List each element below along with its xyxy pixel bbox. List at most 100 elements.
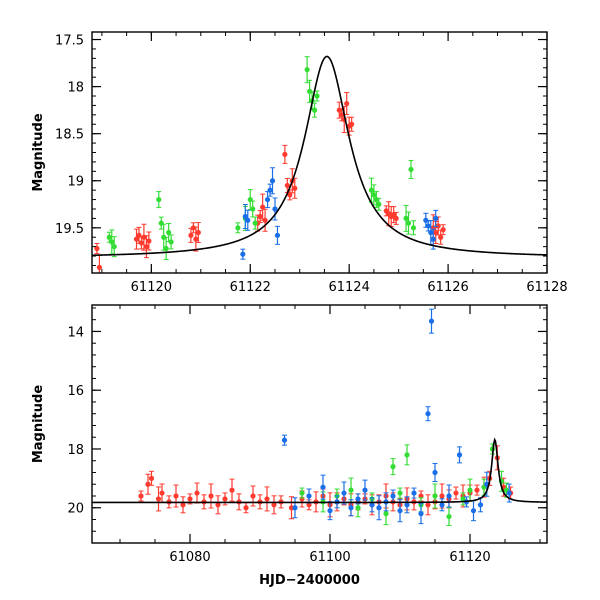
top-point-blue (242, 213, 248, 220)
bottom-point-green (467, 487, 473, 493)
top-point-green (304, 67, 310, 73)
bottom-panel: 61080 61100 61120 14 16 18 20 Magnitude HJD−24… (31, 304, 548, 588)
top-point-red (433, 229, 439, 236)
bottom-point-blue (411, 490, 417, 496)
bottom-point-red (250, 493, 256, 499)
top-point-green (311, 107, 318, 113)
bottom-point-red (215, 502, 221, 508)
top-point-red (188, 232, 194, 238)
bottom-point-blue (341, 490, 347, 496)
bottom-point-green (355, 505, 361, 511)
bottom-point-red (474, 487, 480, 493)
bottom-point-blue (327, 508, 333, 514)
top-data-markers (94, 56, 446, 273)
bottom-point-red (194, 490, 200, 496)
top-point-red (193, 236, 199, 242)
bottom-point-green (397, 490, 403, 496)
bottom-point-blue (397, 508, 403, 514)
top-point-red (262, 217, 268, 223)
top-point-red (284, 182, 290, 189)
top-point-green (163, 245, 169, 252)
top-point-red (440, 227, 446, 233)
top-point-green (403, 215, 409, 221)
top-point-red (138, 240, 145, 246)
bottom-point-blue (470, 508, 477, 514)
top-x-tick-label: 61122 (230, 280, 271, 295)
top-point-blue (430, 236, 436, 242)
bottom-point-green (460, 496, 466, 502)
bottom-x-tick-label: 61100 (309, 550, 350, 565)
top-point-red (257, 213, 263, 220)
top-point-red (438, 234, 444, 240)
bottom-point-blue (320, 484, 326, 490)
top-point-red (260, 204, 266, 210)
top-point-red (282, 151, 288, 157)
top-point-blue (433, 215, 439, 221)
top-model-curve (92, 55, 547, 257)
top-point-green (111, 244, 117, 250)
top-y-tick-label: 18 (67, 81, 84, 96)
bottom-point-blue (428, 318, 435, 324)
bottom-x-tick-label: 61120 (449, 550, 490, 565)
bottom-point-green (404, 452, 410, 458)
bottom-point-red (159, 490, 165, 496)
top-x-tick-label: 61128 (526, 280, 567, 295)
bottom-point-red (425, 502, 431, 508)
top-point-green (368, 187, 375, 193)
top-point-red (391, 212, 397, 218)
bottom-point-blue (446, 493, 452, 499)
top-point-blue (428, 229, 434, 236)
top-point-blue (274, 232, 281, 238)
top-y-axis-label: Magnitude (31, 113, 46, 192)
top-point-red (292, 185, 298, 191)
top-point-red (339, 112, 345, 118)
bottom-point-blue (306, 493, 312, 499)
bottom-point-green (383, 511, 389, 517)
bottom-point-red (264, 496, 270, 502)
bottom-point-blue (404, 502, 410, 508)
top-point-green (109, 239, 115, 245)
top-point-red (133, 236, 140, 242)
bottom-point-green (299, 490, 305, 496)
top-point-blue (245, 217, 251, 223)
bottom-point-blue (439, 502, 445, 508)
top-point-green (106, 234, 112, 240)
bottom-y-tick-label: 20 (67, 502, 84, 517)
top-y-tick-label: 19 (67, 175, 84, 190)
bottom-axis-ticks: 61080 61100 61120 14 16 18 20 (67, 305, 547, 565)
bottom-y-tick-label: 16 (67, 384, 84, 399)
top-y-tick-label: 18.5 (55, 128, 84, 143)
bottom-point-blue (348, 505, 354, 511)
bottom-point-red (222, 496, 228, 502)
bottom-plot-frame (91, 304, 548, 544)
top-point-red (287, 192, 293, 198)
top-point-green (235, 225, 241, 231)
top-point-red (96, 264, 103, 270)
top-x-tick-label: 61120 (131, 280, 172, 295)
bottom-point-blue (506, 490, 512, 496)
bottom-point-blue (432, 469, 438, 476)
bottom-point-red (155, 496, 162, 502)
bottom-y-axis-label: Magnitude (31, 385, 46, 464)
top-point-green (408, 166, 414, 173)
top-point-red (393, 215, 399, 221)
bottom-point-red (418, 493, 424, 499)
top-point-green (371, 192, 377, 198)
top-point-blue (240, 251, 246, 257)
bottom-y-tick-label: 18 (67, 443, 84, 458)
bottom-point-blue (456, 452, 463, 458)
bottom-point-blue (292, 505, 298, 511)
bottom-y-tick-label: 14 (67, 325, 84, 340)
top-point-red (336, 107, 342, 113)
bottom-point-green (390, 464, 396, 470)
bottom-point-red (271, 502, 277, 508)
top-point-green (252, 220, 258, 226)
top-point-green (376, 201, 382, 207)
top-point-red (146, 238, 152, 244)
top-point-red (344, 100, 350, 107)
bottom-point-red (306, 502, 312, 508)
bottom-x-tick-label: 61080 (169, 550, 210, 565)
top-y-tick-label: 17.5 (55, 34, 84, 49)
top-point-red (195, 229, 201, 236)
